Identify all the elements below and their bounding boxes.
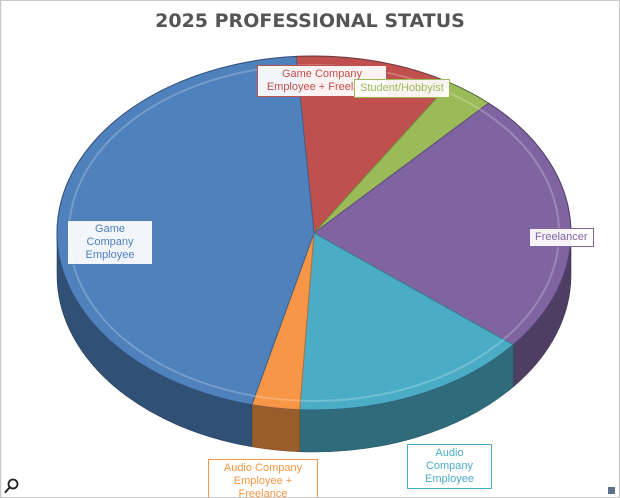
chart-title: 2025 PROFESSIONAL STATUS bbox=[155, 10, 465, 32]
slice-label-audio-employee-freelance: Audio Company Employee + Freelance bbox=[208, 459, 318, 497]
pie-slice-game-company-employee[interactable] bbox=[56, 55, 315, 406]
slice-label-game-company-employee: Game Company Employee bbox=[67, 220, 153, 265]
slice-label-student-hobbyist: Student/Hobbyist bbox=[354, 79, 450, 98]
slice-label-audio-company-employee: Audio Company Employee bbox=[407, 444, 492, 489]
pie-side-audio-company-employee-freelance[interactable] bbox=[251, 404, 300, 453]
resize-handle[interactable] bbox=[608, 487, 615, 494]
pie-slices[interactable] bbox=[56, 55, 572, 411]
pie-slice-freelancer[interactable] bbox=[313, 102, 572, 346]
magnifier-icon[interactable] bbox=[3, 477, 21, 495]
slice-label-freelancer: Freelancer bbox=[529, 228, 594, 247]
pie-slice-audio-company-employee[interactable] bbox=[299, 232, 514, 411]
